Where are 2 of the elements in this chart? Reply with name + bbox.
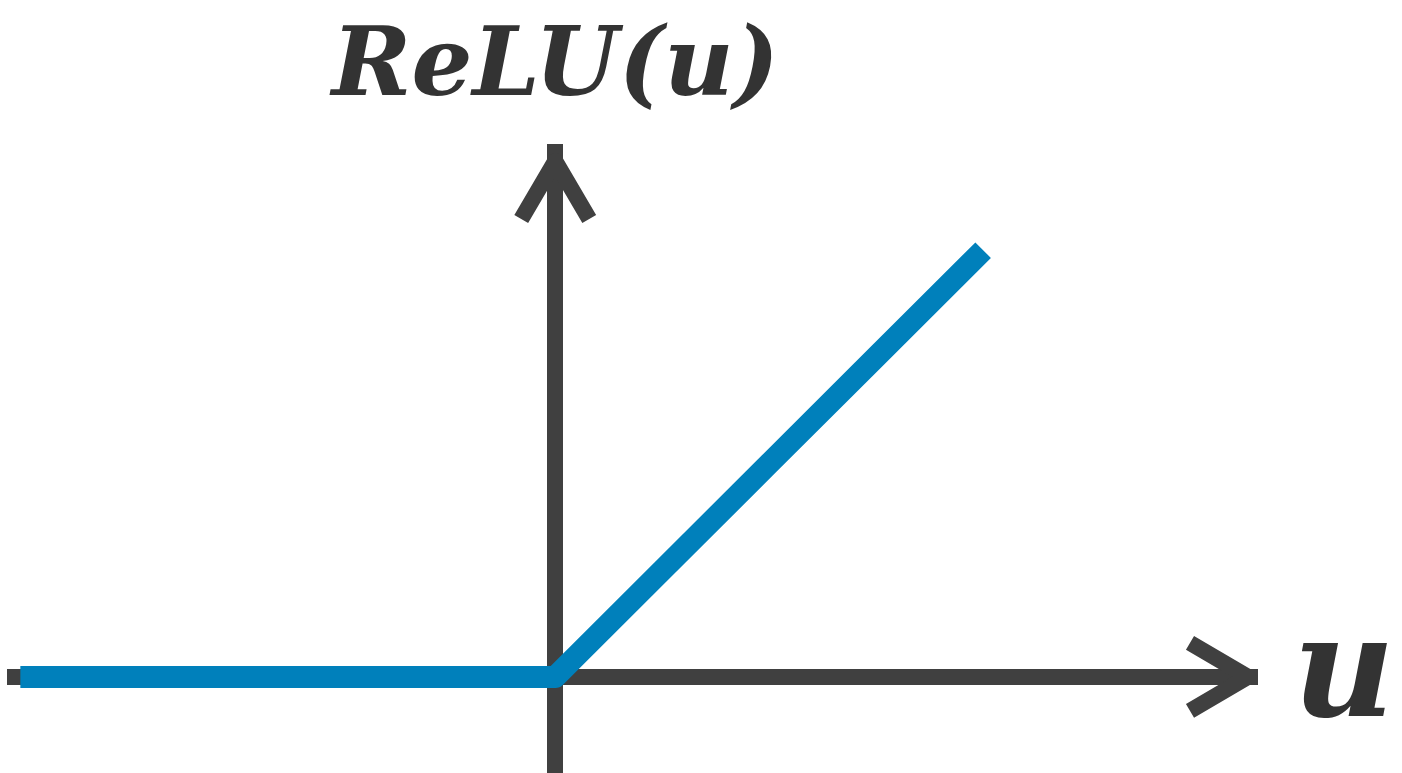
y-axis-title: ReLU(u) [331,5,780,118]
x-axis-title: u [1293,584,1395,749]
